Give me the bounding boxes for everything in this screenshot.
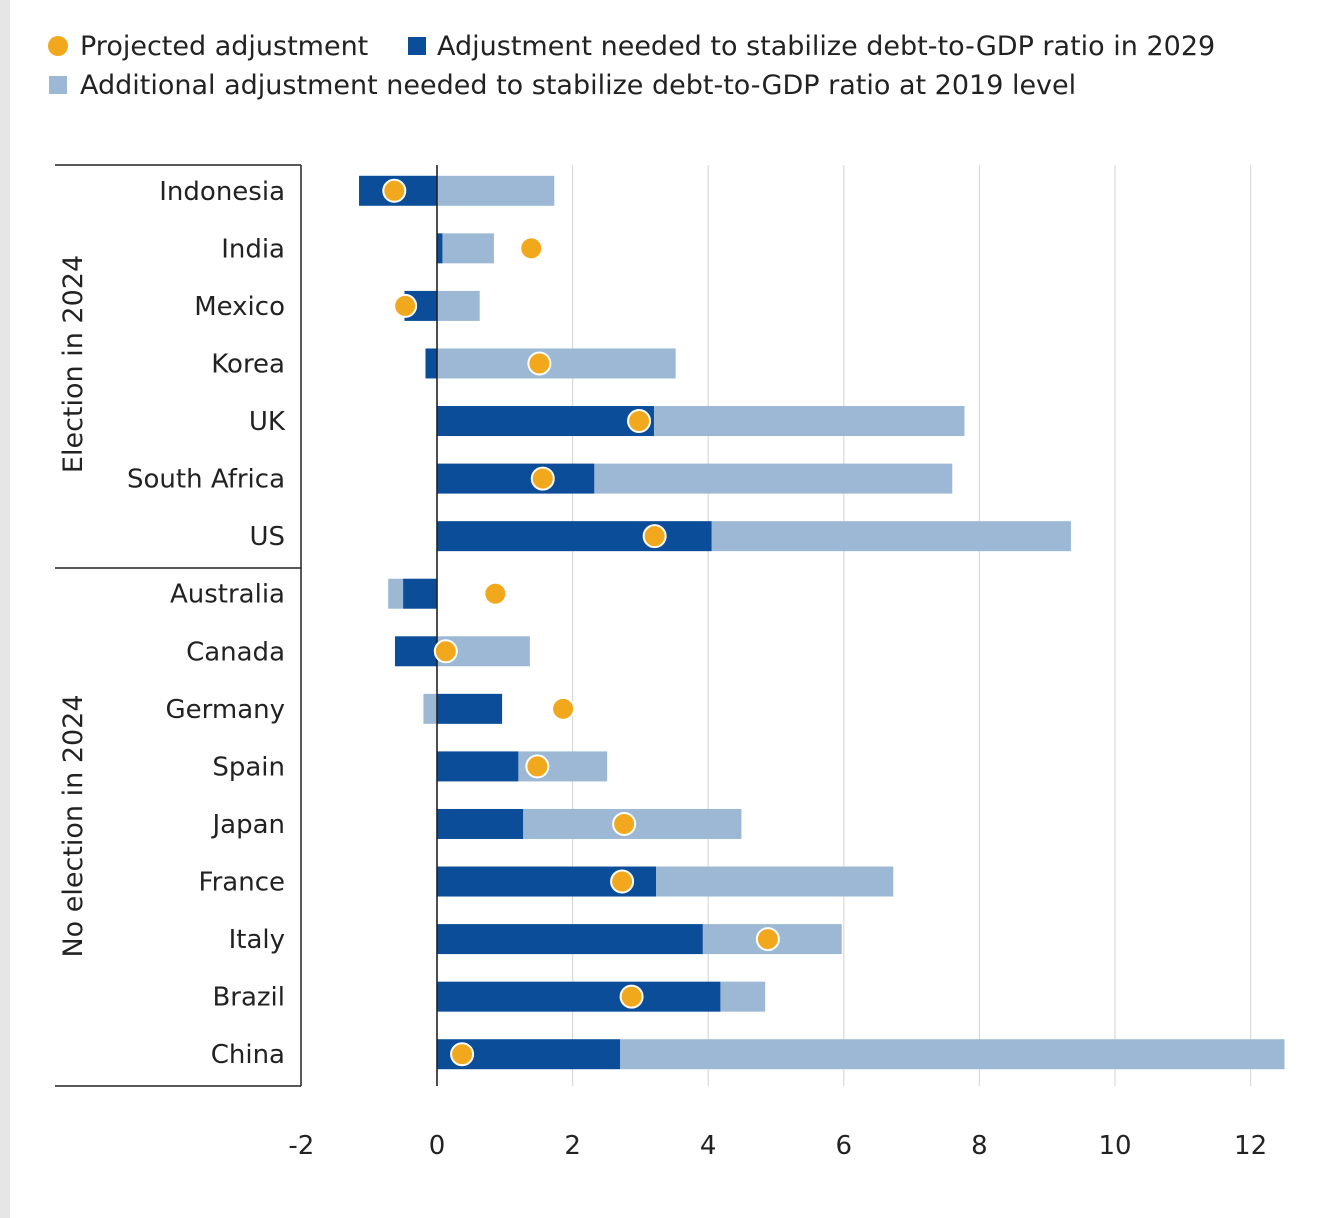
category-label-mexico: Mexico [194, 292, 285, 322]
bar-needed-germany [437, 693, 503, 724]
bar-additional-india [442, 233, 494, 264]
category-label-canada: Canada [186, 637, 285, 667]
dot-projected-korea [527, 351, 552, 376]
bar-needed-south-africa [437, 463, 595, 494]
group-label-election: Election in 2024 [58, 255, 89, 473]
projected-dots [382, 178, 780, 1067]
bar-needed-canada [394, 636, 437, 667]
dot-projected-mexico [393, 293, 418, 318]
bar-additional-indonesia [437, 175, 555, 206]
bar-needed-italy [437, 924, 703, 955]
x-tick-label: 2 [564, 1131, 581, 1161]
category-label-australia: Australia [170, 580, 285, 610]
bar-needed-spain [437, 751, 519, 782]
dot-projected-china [450, 1042, 475, 1067]
bar-additional-south-africa [594, 463, 953, 494]
dot-projected-germany [551, 696, 576, 721]
group-label-no-election: No election in 2024 [58, 694, 89, 957]
dot-projected-france [610, 869, 635, 894]
x-tick-label: 0 [429, 1131, 446, 1161]
legend-label-additional-2019: Additional adjustment needed to stabiliz… [80, 70, 1076, 101]
category-label-china: China [211, 1040, 285, 1070]
x-tick-labels: -2 0 2 4 6 8 10 12 [288, 1131, 1267, 1161]
bar-additional-australia [388, 578, 404, 609]
x-tick-label: 12 [1234, 1131, 1267, 1161]
category-labels: Indonesia India Mexico Korea UK South Africa U… [127, 177, 286, 1070]
category-label-france: France [199, 868, 285, 898]
dot-projected-spain [525, 754, 550, 779]
category-label-japan: Japan [210, 810, 285, 840]
bar-needed-brazil [437, 981, 721, 1012]
bar-additional-korea [437, 348, 676, 379]
bar-additional-france [655, 866, 894, 897]
group-labels: Election in 2024 No election in 2024 [55, 164, 302, 1087]
bar-needed-us [437, 521, 712, 552]
bar-chart: Projected adjustment Adjustment needed t… [48, 31, 1285, 1161]
bar-needed-japan [437, 808, 524, 839]
category-label-spain: Spain [212, 752, 285, 782]
dot-projected-brazil [619, 984, 644, 1009]
x-tick-label: 8 [971, 1131, 988, 1161]
x-tick-label: 4 [700, 1131, 717, 1161]
dot-projected-canada [433, 639, 458, 664]
category-label-us: US [249, 522, 285, 552]
dot-projected-us [642, 524, 667, 549]
bar-additional-uk [653, 406, 965, 437]
bar-needed-india [437, 233, 443, 264]
category-label-uk: UK [249, 407, 286, 437]
bars [359, 175, 1285, 1070]
dot-projected-india [519, 236, 544, 261]
bar-additional-us [711, 521, 1071, 552]
chart-panel: Projected adjustment Adjustment needed t… [10, 0, 1332, 1218]
dot-projected-south-africa [530, 466, 555, 491]
legend-label-needed-2029: Adjustment needed to stabilize debt-to-G… [437, 31, 1215, 62]
legend-label-projected: Projected adjustment [80, 31, 368, 62]
category-label-germany: Germany [165, 695, 285, 725]
x-tick-label: -2 [288, 1131, 314, 1161]
bar-additional-brazil [720, 981, 766, 1012]
dot-projected-japan [612, 811, 637, 836]
x-tick-label: 10 [1098, 1131, 1131, 1161]
category-label-korea: Korea [211, 349, 285, 379]
category-label-italy: Italy [229, 925, 285, 955]
dot-projected-indonesia [382, 178, 407, 203]
bar-additional-china [620, 1039, 1285, 1070]
legend-marker-projected [48, 36, 68, 56]
legend: Projected adjustment Adjustment needed t… [48, 31, 1215, 101]
bar-needed-australia [403, 578, 437, 609]
legend-marker-needed-2029 [408, 37, 426, 55]
category-label-south-africa: South Africa [127, 465, 285, 495]
category-label-india: India [221, 234, 285, 264]
legend-marker-additional-2019 [49, 76, 67, 94]
dot-projected-italy [755, 927, 780, 952]
dot-projected-australia [483, 581, 508, 606]
bar-needed-uk [437, 406, 654, 437]
bar-additional-germany [423, 693, 437, 724]
bar-needed-korea [425, 348, 437, 379]
x-tick-label: 6 [836, 1131, 853, 1161]
dot-projected-uk [627, 409, 652, 434]
category-label-indonesia: Indonesia [159, 177, 285, 207]
bar-additional-mexico [437, 290, 480, 321]
category-label-brazil: Brazil [212, 983, 285, 1013]
